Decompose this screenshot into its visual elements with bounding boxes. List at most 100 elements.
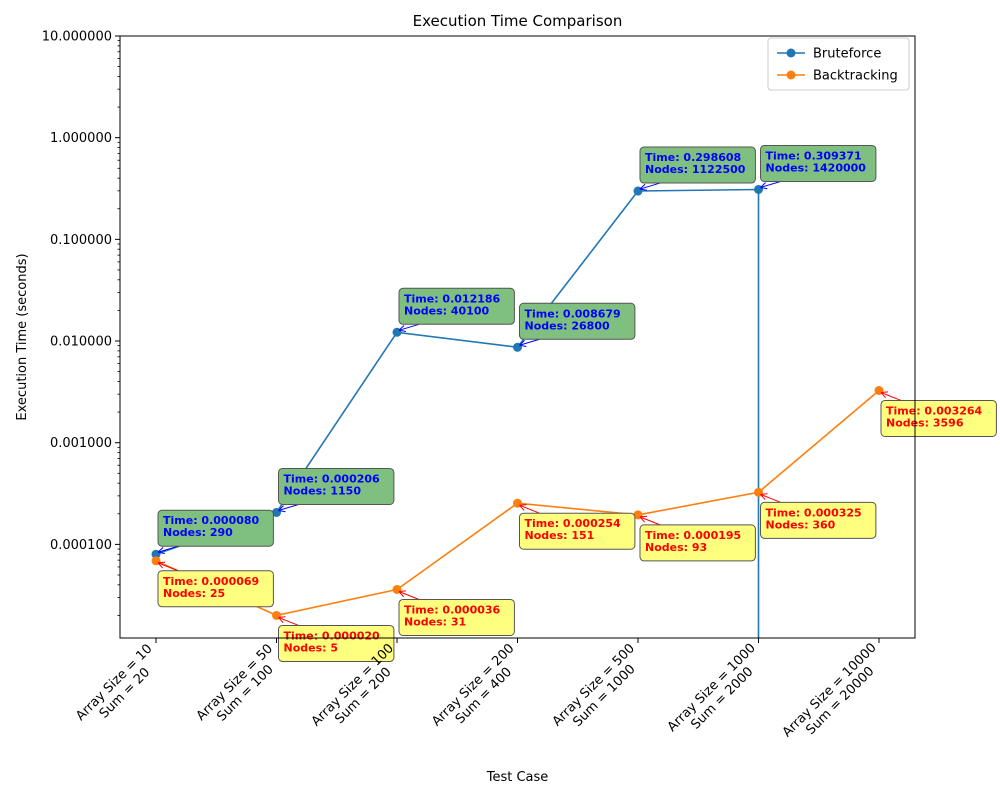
annotation-arrow xyxy=(157,562,179,572)
x-tick-label-line: Array Size = 10000 xyxy=(780,640,880,740)
annotation-box xyxy=(157,509,274,547)
legend-swatch-marker xyxy=(786,48,796,58)
legend-box xyxy=(767,37,910,91)
annotation-text: Nodes: 26800 xyxy=(525,319,610,332)
annotation-text: Time: 0.309371 xyxy=(766,149,862,162)
annotation-box xyxy=(278,624,395,662)
annotation-text: Nodes: 5 xyxy=(284,641,339,654)
y-tick-label: 10.000000 xyxy=(42,30,112,45)
chart-title: Execution Time Comparison xyxy=(413,12,623,30)
y-tick-label: 0.001000 xyxy=(50,436,112,451)
annotation-box xyxy=(398,287,515,325)
annotation-arrowhead xyxy=(157,561,166,569)
annotation-text: Time: 0.000325 xyxy=(766,506,862,519)
annotation-arrow xyxy=(157,545,179,553)
annotation-arrow xyxy=(398,591,420,600)
annotation-text: Nodes: 360 xyxy=(766,518,836,531)
annotation-arrowhead xyxy=(760,493,768,500)
annotation-arrow xyxy=(760,181,781,188)
annotation-arrow xyxy=(639,516,661,526)
annotation-arrowhead xyxy=(278,616,286,624)
annotation-arrow xyxy=(519,504,540,514)
annotation-arrowhead xyxy=(398,325,406,333)
annotation-box xyxy=(639,524,756,562)
annotation-text: Nodes: 3596 xyxy=(886,416,964,429)
annotation-box xyxy=(157,570,274,608)
annotation-arrow xyxy=(398,323,420,331)
annotation-text: Nodes: 151 xyxy=(525,529,595,542)
annotation-text: Time: 0.000206 xyxy=(284,472,381,485)
annotation-text: Nodes: 31 xyxy=(404,615,466,628)
annotation-arrow xyxy=(760,493,781,503)
annotation-arrowhead xyxy=(880,391,889,399)
legend: Bruteforce Backtracking xyxy=(767,37,910,91)
x-tick-label-line: Array Size = 1000 xyxy=(665,641,759,735)
annotation-text: Nodes: 1122500 xyxy=(645,163,746,176)
annotation-box xyxy=(760,501,877,539)
annotation-box xyxy=(519,512,636,550)
annotation-text: Nodes: 93 xyxy=(645,541,707,554)
y-tick-label: 0.100000 xyxy=(50,233,112,248)
annotation-box xyxy=(760,144,877,182)
x-axis-label: Test Case xyxy=(486,770,549,785)
annotation-text: Nodes: 1150 xyxy=(284,484,362,497)
y-tick-label: 1.000000 xyxy=(50,131,112,146)
legend-swatch-marker xyxy=(786,70,796,80)
annotation-box xyxy=(639,146,756,184)
annotation-box xyxy=(519,302,636,340)
annotation-text: Nodes: 290 xyxy=(163,526,233,539)
legend-label: Bruteforce xyxy=(813,47,881,62)
annotation-text: Time: 0.298608 xyxy=(645,151,741,164)
annotation-arrowhead xyxy=(278,505,286,513)
annotation-arrow xyxy=(278,503,299,511)
annotation-text: Time: 0.000195 xyxy=(645,529,741,542)
annotation-text: Time: 0.008679 xyxy=(525,307,621,320)
annotation-arrowhead xyxy=(760,182,768,190)
annotation-box xyxy=(278,467,395,505)
annotation-text: Nodes: 25 xyxy=(163,587,225,600)
plot-frame xyxy=(119,35,916,639)
annotation-arrow xyxy=(880,392,902,401)
annotation-box xyxy=(398,598,515,636)
legend-label: Backtracking xyxy=(813,69,898,84)
annotation-arrow xyxy=(278,616,299,626)
y-axis-label: Execution Time (seconds) xyxy=(15,253,30,420)
annotation-arrowhead xyxy=(519,340,527,348)
annotation-arrowhead xyxy=(639,183,647,191)
annotation-text: Time: 0.003264 xyxy=(886,404,983,417)
annotation-text: Time: 0.000069 xyxy=(163,575,259,588)
annotation-arrowhead xyxy=(519,504,527,511)
annotation-text: Time: 0.000020 xyxy=(284,629,381,642)
annotation-box xyxy=(880,399,997,437)
y-tick-label: 0.010000 xyxy=(50,335,112,350)
y-tick-label: 0.000100 xyxy=(50,538,112,553)
annotation-text: Time: 0.000036 xyxy=(404,603,501,616)
annotation-arrowhead xyxy=(398,590,407,598)
annotation-text: Nodes: 40100 xyxy=(404,304,489,317)
annotation-arrowhead xyxy=(157,547,165,554)
annotation-text: Time: 0.012186 xyxy=(404,292,501,305)
annotation-text: Nodes: 1420000 xyxy=(766,161,867,174)
annotation-arrow xyxy=(639,182,661,190)
annotation-arrowhead xyxy=(639,515,648,523)
